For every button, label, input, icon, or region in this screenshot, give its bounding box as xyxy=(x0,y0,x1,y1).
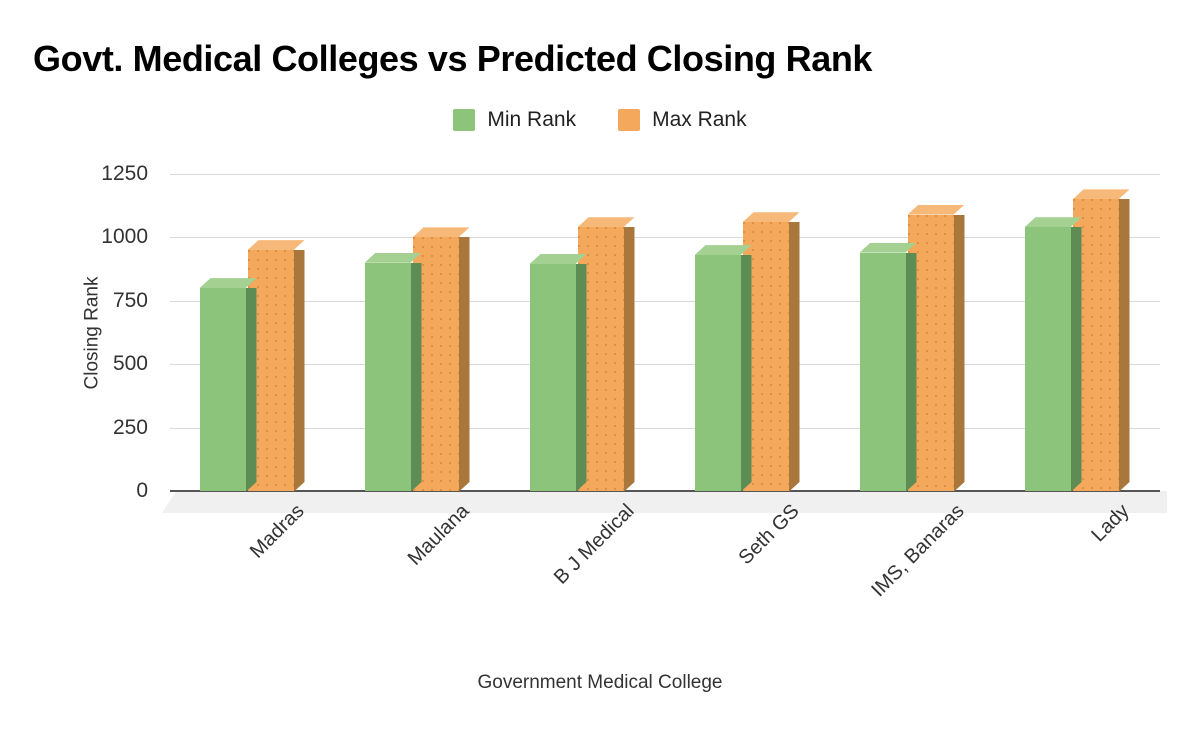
bar-top-face xyxy=(577,217,635,228)
chart-title: Govt. Medical Colleges vs Predicted Clos… xyxy=(33,38,873,79)
bar-min-rank[interactable] xyxy=(1024,217,1082,491)
y-axis-title-holder: Closing Rank xyxy=(14,174,103,491)
y-axis-title: Closing Rank xyxy=(81,276,103,389)
x-axis-labels: Madras Maulana B J Medical Seth GS IMS, Bana… xyxy=(170,500,1160,630)
y-axis-tick-label: 750 xyxy=(112,288,148,312)
bar-top-face xyxy=(199,278,257,289)
y-axis-tick-label: 1250 xyxy=(101,162,148,185)
bar-min-rank[interactable] xyxy=(199,278,257,491)
legend-label-min-rank: Min Rank xyxy=(487,108,577,131)
legend-label-max-rank: Max Rank xyxy=(652,108,747,131)
bar-top-face xyxy=(247,240,305,251)
bar-front-face xyxy=(364,262,411,491)
bar-front-face xyxy=(1024,227,1071,491)
bar-front-face xyxy=(529,264,576,491)
y-axis-tick-label: 1000 xyxy=(101,225,148,249)
bar-top-face xyxy=(742,212,800,223)
x-axis-tick-label: Madras xyxy=(245,500,309,563)
bar-layer xyxy=(170,174,1160,491)
y-axis-tick-label: 500 xyxy=(112,352,148,376)
x-axis-tick-label: B J Medical xyxy=(549,500,639,589)
bar-min-rank[interactable] xyxy=(859,242,917,491)
bar-top-face xyxy=(1024,217,1082,228)
x-axis-tick-label: Seth GS xyxy=(734,500,804,570)
plot-area: 0 250 500 750 1000 1250 xyxy=(101,162,1160,502)
x-axis-line xyxy=(170,490,1160,492)
legend-item-min-rank[interactable]: Min Rank xyxy=(453,108,576,132)
bar-top-face xyxy=(694,245,752,256)
x-axis-tick-label: Lady xyxy=(1086,500,1134,547)
bar-side-face xyxy=(246,288,257,492)
bar-side-face xyxy=(411,263,422,492)
bar-side-face xyxy=(906,253,917,492)
x-axis-tick-label: IMS, Banaras xyxy=(866,500,969,602)
bar-side-face xyxy=(1119,199,1130,492)
gridline xyxy=(170,300,1160,302)
x-axis-tick-label: Maulana xyxy=(403,500,474,570)
bar-side-face xyxy=(294,250,305,492)
gridline xyxy=(170,237,1160,239)
x-axis-title: Government Medical College xyxy=(477,672,723,693)
legend-item-max-rank[interactable]: Max Rank xyxy=(618,108,747,132)
bar-side-face xyxy=(741,255,752,492)
gridline xyxy=(170,174,1160,175)
bar-min-rank[interactable] xyxy=(694,245,752,491)
legend-swatch-min-rank xyxy=(453,109,476,131)
bar-side-face xyxy=(954,215,965,492)
bar-top-face xyxy=(364,252,422,263)
bar-front-face xyxy=(859,252,906,491)
bar-top-face xyxy=(859,242,917,253)
gridline xyxy=(170,427,1160,429)
bar-top-face xyxy=(529,254,587,265)
bar-front-face xyxy=(694,255,741,491)
y-axis-tick-label: 0 xyxy=(136,479,148,502)
bar-front-face xyxy=(199,288,246,491)
gridline xyxy=(170,364,1160,366)
bar-side-face xyxy=(459,237,470,492)
bar-side-face xyxy=(624,227,635,492)
y-axis-tick-label: 250 xyxy=(112,415,148,439)
bar-min-rank[interactable] xyxy=(529,254,587,491)
bar-top-face xyxy=(412,227,470,238)
bar-top-face xyxy=(907,204,965,215)
bar-top-face xyxy=(1072,189,1130,200)
chart-floor-plane xyxy=(162,491,1167,513)
chart-legend: Min Rank Max Rank xyxy=(0,108,1200,132)
bar-side-face xyxy=(1071,227,1082,492)
bar-side-face xyxy=(576,264,587,492)
legend-swatch-max-rank xyxy=(618,109,641,131)
bar-side-face xyxy=(789,222,800,492)
bar-min-rank[interactable] xyxy=(364,252,422,491)
